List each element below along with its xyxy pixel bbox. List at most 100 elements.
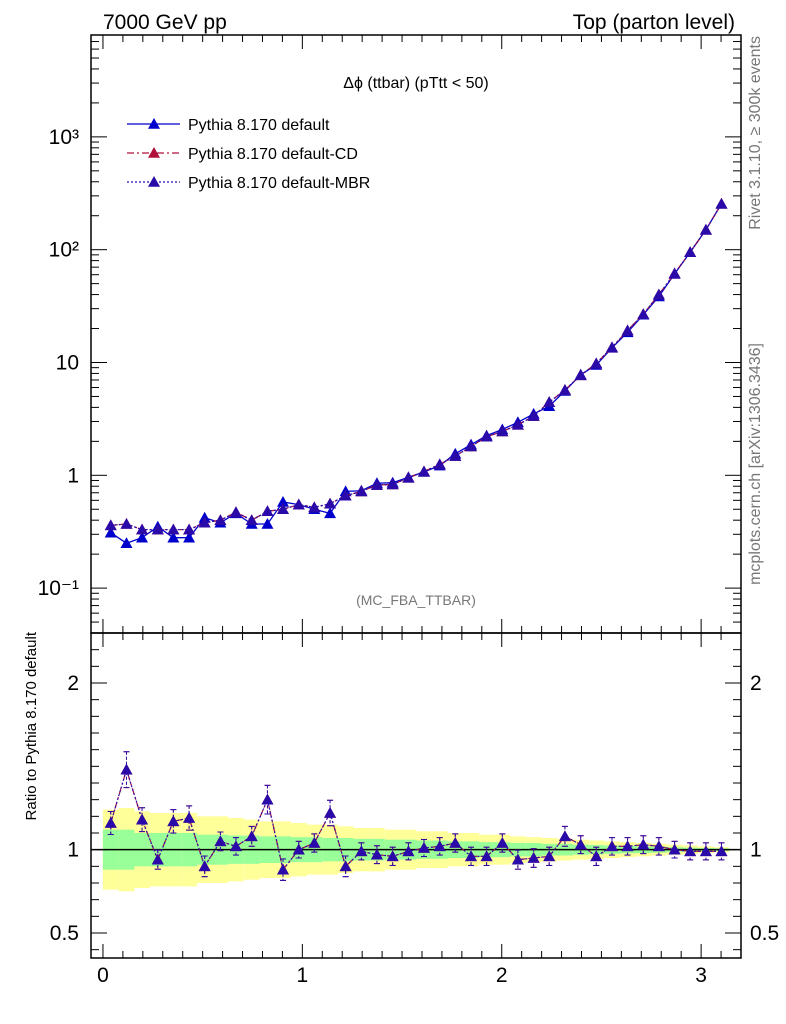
ratio-point-series-1 (355, 845, 368, 857)
ratio-point-series-1 (229, 840, 242, 852)
watermark: (MC_FBA_TTBAR) (356, 592, 476, 608)
data-point-series-2 (605, 341, 618, 353)
data-point-series-2 (715, 197, 728, 209)
data-point-series-2 (245, 514, 258, 525)
ratio-point-series-1 (684, 845, 697, 857)
data-point-series-2 (527, 410, 540, 421)
legend-marker-2 (148, 176, 160, 187)
ratio-point-series-1 (245, 830, 258, 842)
ratio-point-series-1 (214, 835, 227, 847)
ratio-point-series-1 (324, 807, 337, 818)
ratio-point-series-1 (558, 830, 571, 842)
data-point-series-0 (261, 518, 274, 529)
data-point-series-0 (136, 531, 149, 543)
ratio-point-series-1 (574, 838, 587, 850)
data-point-series-2 (417, 465, 430, 477)
ratio-point-series-1 (277, 863, 290, 875)
ratio-point-series-1 (480, 850, 493, 862)
ratio-point-series-1 (715, 845, 728, 857)
ratio-point-series-1 (637, 838, 650, 850)
data-point-series-2 (229, 506, 242, 518)
ratio-point-series-1 (386, 850, 399, 862)
y-tick-label: 10 (56, 351, 79, 374)
legend: Pythia 8.170 default Pythia 8.170 default… (127, 117, 370, 192)
ratio-point-series-1 (417, 842, 430, 853)
ratio-line-1 (110, 767, 722, 872)
ratio-point-series-1 (339, 860, 352, 872)
ratio-point-series-1 (527, 852, 540, 863)
ratio-point-series-1 (183, 812, 196, 823)
data-point-series-2 (684, 246, 697, 257)
ratio-y-tick-label-right: 2 (750, 672, 762, 695)
ratio-series-layer (104, 751, 728, 881)
data-point-series-2 (339, 489, 352, 501)
data-point-series-2 (402, 471, 415, 483)
ratio-y-tick-label: 1 (67, 839, 79, 862)
ratio-point-series-1 (292, 843, 305, 855)
legend-label-0: Pythia 8.170 default (188, 117, 330, 134)
ratio-point-series-1 (104, 817, 117, 828)
ratio-axis-ticks: 0 1 2 3 0.5 0.5 1 1 2 2 (50, 632, 779, 987)
data-point-series-2 (261, 505, 274, 517)
ratio-point-series-1 (261, 793, 274, 805)
data-point-series-2 (355, 485, 368, 497)
ratio-point-series-1 (402, 845, 415, 857)
y-tick-label: 10³ (49, 126, 79, 149)
data-point-series-2 (433, 458, 446, 470)
ratio-point-series-1 (120, 763, 133, 775)
data-point-series-2 (511, 418, 524, 430)
data-point-series-2 (386, 478, 399, 490)
ratio-point-series-1 (668, 843, 681, 855)
ratio-point-series-1 (465, 850, 478, 862)
x-tick-label: 2 (496, 964, 508, 987)
data-point-series-2 (167, 523, 180, 535)
series-line-1 (110, 203, 723, 531)
ratio-point-series-1 (433, 840, 446, 852)
ratio-ylabel: Ratio to Pythia 8.170 default (23, 631, 40, 820)
ratio-point-series-1 (198, 860, 211, 872)
data-point-series-2 (151, 523, 164, 535)
legend-marker-1 (148, 147, 160, 158)
ratio-point-series-1 (621, 840, 634, 852)
data-point-series-2 (370, 479, 383, 490)
data-point-series-2 (590, 357, 603, 369)
ratio-point-series-1 (308, 837, 321, 848)
main-axis-ticks: 10⁻¹ 1 10 10² 10³ (38, 34, 742, 634)
ratio-point-series-1 (590, 850, 603, 862)
data-point-series-0 (324, 507, 337, 519)
x-tick-label: 0 (97, 964, 109, 987)
main-series-layer (104, 197, 728, 549)
ratio-point-series-1 (167, 815, 180, 827)
data-point-series-0 (277, 495, 290, 507)
data-point-series-2 (214, 514, 227, 525)
ratio-point-series-1 (652, 840, 665, 852)
mcplots-label: mcplots.cern.ch [arXiv:1306.3436] (747, 343, 764, 585)
data-point-series-2 (308, 501, 321, 513)
ratio-y-tick-label: 0.5 (50, 922, 79, 945)
header-right: Top (parton level) (573, 11, 735, 34)
rivet-label: Rivet 3.1.10, ≥ 300k events (747, 36, 764, 230)
header-left: 7000 GeV pp (103, 11, 227, 34)
data-point-series-0 (104, 526, 117, 538)
legend-label-1: Pythia 8.170 default-CD (188, 146, 358, 163)
data-point-series-2 (324, 497, 337, 509)
data-point-series-2 (543, 396, 556, 407)
y-tick-label: 1 (67, 464, 79, 487)
data-point-series-2 (136, 523, 149, 535)
data-point-series-2 (449, 450, 462, 461)
legend-marker-0 (148, 118, 160, 129)
ratio-point-series-1 (151, 853, 164, 865)
series-line-2 (110, 203, 723, 531)
data-point-series-2 (465, 440, 478, 452)
data-point-series-2 (558, 384, 571, 395)
data-point-series-2 (496, 425, 509, 437)
ratio-point-series-1 (449, 837, 462, 848)
data-point-series-2 (637, 308, 650, 319)
data-point-series-0 (120, 537, 133, 549)
series-line-0 (110, 203, 723, 544)
ratio-point-series-1 (136, 813, 149, 825)
x-tick-label: 1 (297, 964, 309, 987)
data-point-series-2 (292, 498, 305, 510)
ratio-point-series-1 (370, 848, 383, 860)
